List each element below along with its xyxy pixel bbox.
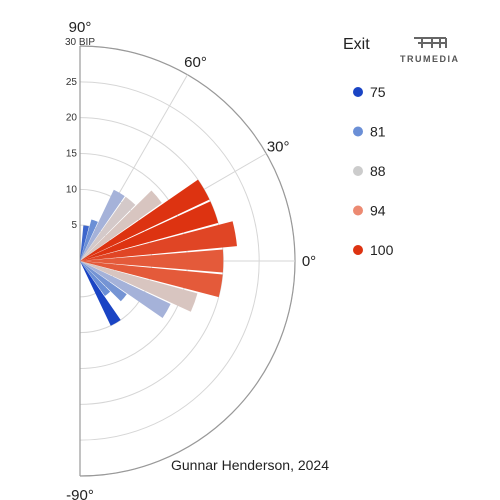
- trumedia-logo-icon: [414, 37, 447, 48]
- radial-tick-30: 30 BIP: [65, 37, 95, 48]
- bar-neg30: [80, 261, 171, 318]
- angle-tick-labels: 90° 60° 30° 0° -90°: [66, 19, 316, 500]
- trumedia-wordmark: TRUMEDIA: [400, 54, 460, 64]
- legend-label-75: 75: [370, 84, 386, 100]
- legend-title: Exit: [343, 36, 370, 53]
- bar-30: [80, 179, 210, 261]
- radial-tick-20: 20: [66, 113, 78, 124]
- legend-marker-81: [353, 126, 363, 137]
- angle-tick-0: 0°: [302, 253, 316, 270]
- legend-marker-94: [353, 205, 363, 216]
- angle-tick-60: 60°: [184, 54, 207, 71]
- bar-40: [80, 190, 162, 261]
- angle-tick-30: 30°: [267, 139, 290, 156]
- bar-10: [80, 221, 237, 261]
- bar-neg20: [80, 261, 198, 312]
- trumedia-logo: TRUMEDIA: [400, 37, 460, 64]
- legend-marker-88: [353, 166, 363, 176]
- bar-0: [80, 249, 224, 273]
- bar-neg10: [80, 261, 223, 298]
- bar-neg50: [80, 261, 111, 297]
- legend-label-100: 100: [370, 242, 394, 258]
- legend-marker-100: [353, 245, 363, 255]
- legend-label-81: 81: [370, 124, 386, 140]
- bar-neg40: [80, 261, 127, 302]
- bar-70: [80, 219, 98, 261]
- radial-tick-25: 25: [66, 77, 78, 88]
- bar-80: [80, 225, 90, 261]
- radial-grid: [79, 45, 296, 477]
- bar-20: [80, 201, 219, 261]
- radial-tick-10: 10: [66, 184, 78, 195]
- bars-group: [80, 179, 237, 326]
- radial-tick-15: 15: [66, 149, 78, 160]
- legend-label-88: 88: [370, 163, 386, 179]
- radial-tick-5: 5: [71, 220, 77, 231]
- legend: 75 81 88 94 100: [353, 84, 394, 258]
- legend-marker-75: [353, 87, 363, 97]
- legend-label-94: 94: [370, 203, 386, 219]
- angle-tick-neg90: -90°: [66, 487, 94, 500]
- bar-50: [80, 196, 136, 261]
- bar-neg60: [80, 261, 121, 326]
- chart-caption: Gunnar Henderson, 2024: [171, 457, 329, 473]
- radial-tick-labels: 5 10 15 20 25 30 BIP: [65, 37, 95, 231]
- bar-60: [80, 189, 125, 261]
- angle-tick-90: 90°: [69, 19, 92, 36]
